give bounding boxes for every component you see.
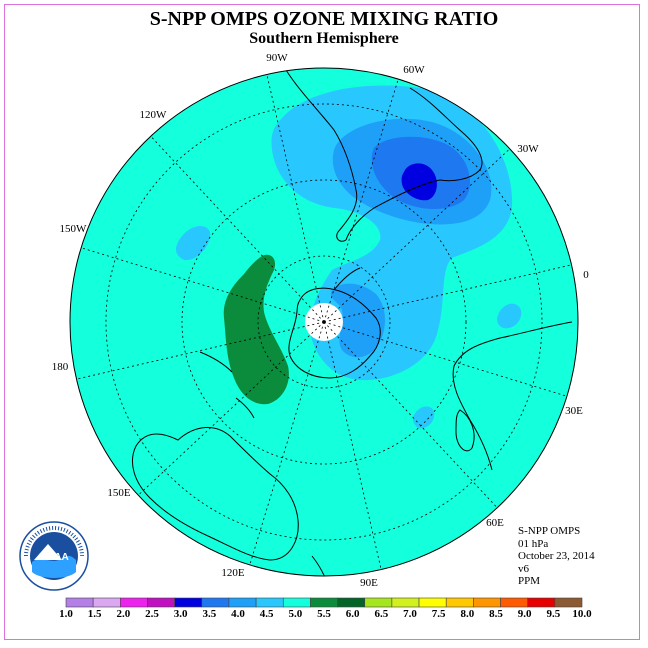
colorbar-swatch [554, 597, 583, 608]
info-version: v6 [518, 562, 529, 575]
colorbar-label: 6.5 [374, 608, 388, 620]
colorbar-swatch [282, 597, 311, 608]
ozone-region-4-0-small-south [413, 406, 435, 429]
meridian-line [249, 321, 325, 566]
colorbar-label: 7.5 [432, 608, 446, 620]
colorbar-label: 1.5 [88, 608, 102, 620]
info-level: 01 hPa [518, 537, 549, 550]
colorbar-label: 8.5 [489, 608, 503, 620]
longitude-label: 120E [221, 567, 245, 579]
colorbar-swatch [445, 597, 474, 608]
meridian-line [80, 247, 325, 323]
colorbar-swatch [500, 597, 528, 608]
map-border [69, 67, 579, 577]
colorbar-swatch [201, 597, 230, 608]
colorbar-swatch [337, 597, 366, 608]
ozone-region-4-0-small-west [176, 226, 211, 261]
longitude-labels: 90W 60W 30W 0 30E 60E 90E 120E 150E 180 150W 120W [52, 52, 590, 589]
ozone-region-3-5-south [330, 283, 385, 358]
colorbar-label: 2.0 [116, 608, 130, 620]
colorbar-label: 8.0 [460, 608, 474, 620]
longitude-label: 30W [517, 143, 539, 155]
longitude-label: 90W [266, 52, 288, 64]
colorbar-swatch [120, 597, 148, 608]
longitude-label: 120W [140, 109, 168, 121]
meridian-line [323, 78, 399, 323]
meridian-line [323, 264, 572, 323]
image-frame [4, 4, 640, 640]
colorbar-swatch [255, 597, 284, 608]
map-title: S-NPP OMPS OZONE MIXING RATIO [149, 8, 499, 30]
longitude-label: 150E [107, 487, 131, 499]
longitude-label: 60W [403, 64, 425, 76]
colorbar-label: 4.0 [231, 608, 245, 620]
longitude-label: 180 [52, 361, 69, 373]
colorbar-swatch [228, 597, 257, 608]
colorbar-label: 1.0 [59, 608, 73, 620]
meridian-line [137, 321, 325, 496]
colorbar-swatch [391, 597, 420, 608]
colorbar-boxes [65, 597, 583, 608]
colorbar-label: 4.5 [260, 608, 274, 620]
colorbar-label: 9.0 [518, 608, 532, 620]
colorbar-swatch [527, 597, 556, 608]
longitude-label: 0 [583, 269, 589, 281]
colorbar-labels: 1.0 1.5 2.0 2.5 3.0 3.5 4.0 4.5 5.0 5.5 6.0 6.5 7.0 7… [59, 608, 592, 620]
colorbar-swatch [174, 597, 203, 608]
meridian-line [323, 321, 568, 397]
noaa-logo-text: NOAA [39, 552, 68, 563]
colorbar-swatch [147, 597, 175, 608]
meridians [76, 74, 572, 570]
colorbar-label: 5.0 [288, 608, 302, 620]
colorbar-label: 5.5 [317, 608, 331, 620]
longitude-label: 60E [486, 517, 504, 529]
colorbar-label: 7.0 [403, 608, 417, 620]
ozone-region-5-5 [223, 254, 289, 405]
ozone-region-4-0-small-east [497, 303, 522, 329]
map-subtitle: Southern Hemisphere [249, 30, 399, 47]
colorbar-swatch [92, 597, 121, 608]
meridian-line [323, 321, 382, 570]
longitude-label: 90E [360, 577, 378, 589]
meridian-line [323, 148, 511, 323]
colorbar-label: 3.0 [174, 608, 188, 620]
longitude-label: 30E [565, 405, 583, 417]
colorbar-label: 10.0 [572, 608, 592, 620]
meridian-line [323, 321, 498, 509]
noaa-logo: NOAA [19, 521, 89, 591]
colorbar-swatch [473, 597, 501, 608]
info-block: S-NPP OMPS 01 hPa October 23, 2014 v6 PP… [518, 525, 595, 588]
colorbar-swatch [65, 597, 94, 608]
colorbar-swatch [418, 597, 447, 608]
colorbar-label: 9.5 [546, 608, 560, 620]
colorbar-swatch [310, 597, 338, 608]
info-date: October 23, 2014 [518, 550, 595, 562]
colorbar-label: 6.0 [346, 608, 360, 620]
longitude-label: 150W [60, 223, 88, 235]
meridian-line [76, 321, 325, 380]
info-instrument: S-NPP OMPS [518, 525, 581, 537]
info-units: PPM [518, 575, 541, 587]
meridian-line [266, 74, 325, 323]
colorbar-label: 3.5 [202, 608, 216, 620]
ozone-region-2-5 [401, 163, 437, 201]
colorbar-swatch [364, 597, 393, 608]
meridian-line [150, 135, 325, 323]
latitude-circles [105, 103, 543, 541]
colorbar-label: 2.5 [145, 608, 159, 620]
